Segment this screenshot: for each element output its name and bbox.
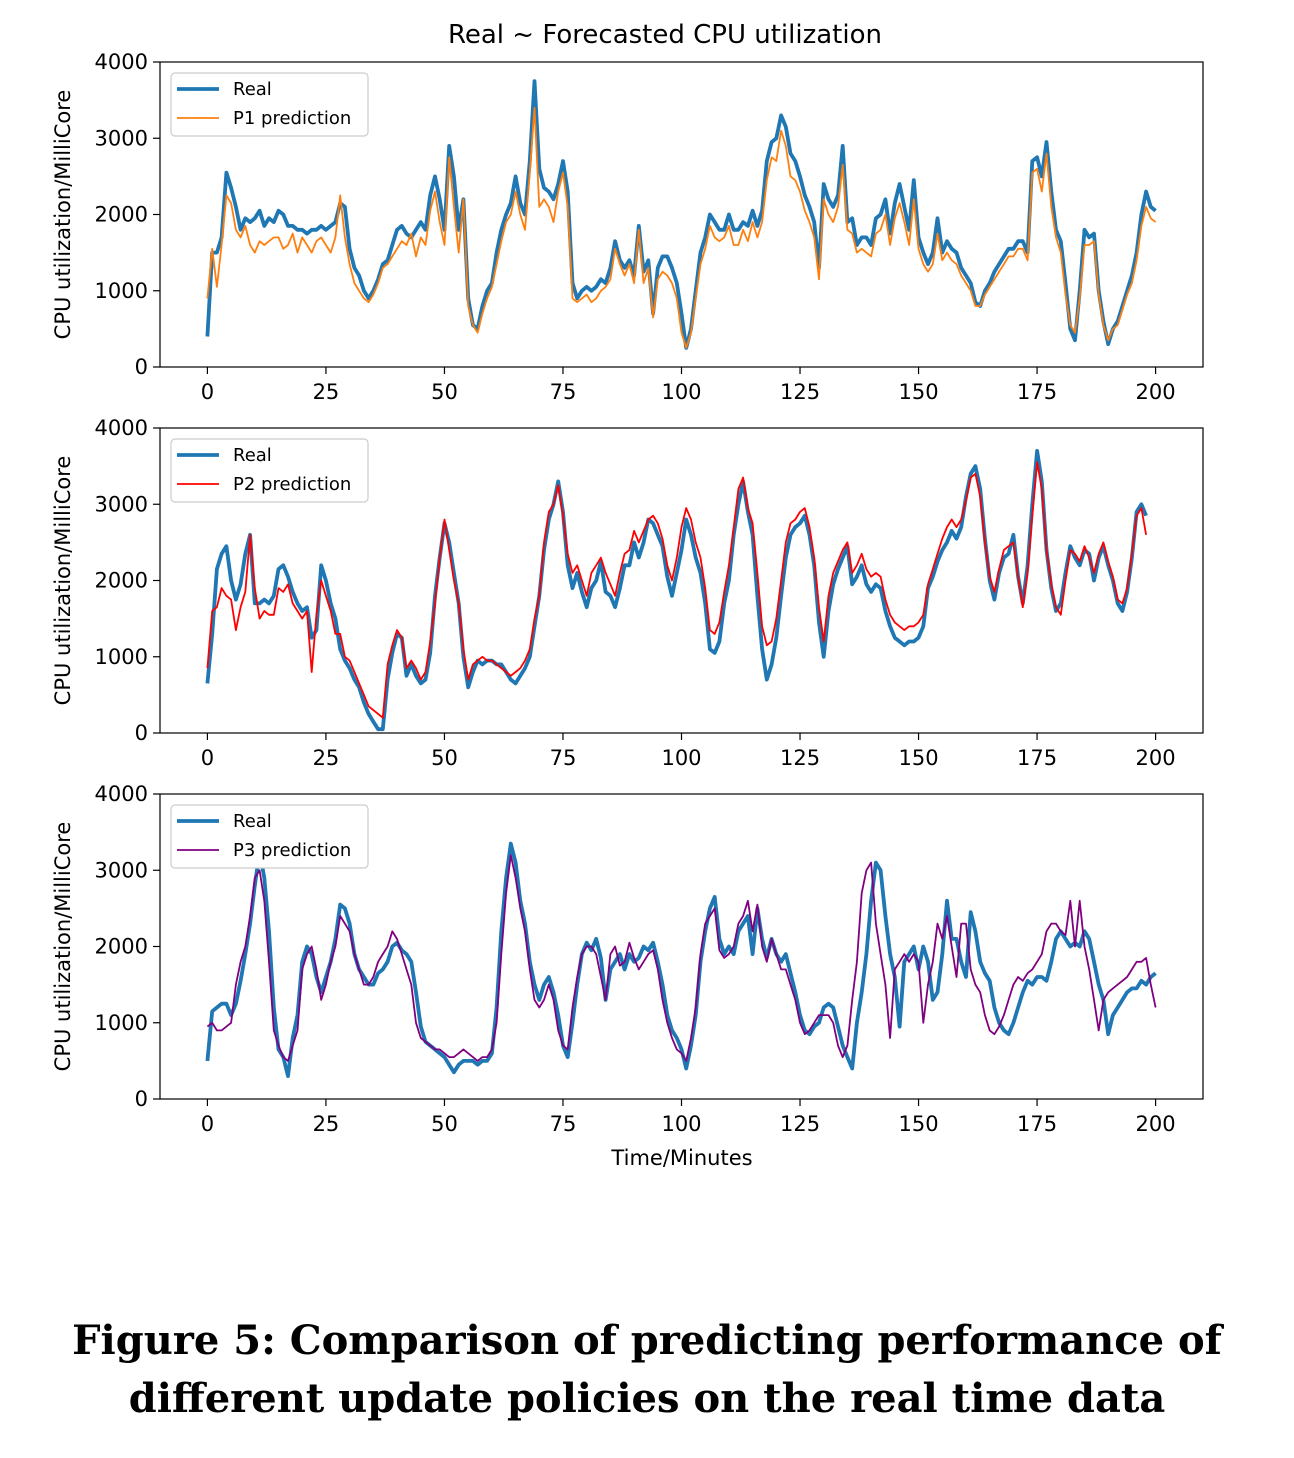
y-tick-label: 4000	[95, 50, 148, 74]
legend-label: Real	[233, 811, 272, 832]
y-tick-label: 0	[135, 1087, 148, 1111]
y-tick-label: 4000	[95, 416, 148, 440]
x-tick-label: 175	[1017, 380, 1057, 404]
series-line-prediction	[206, 854, 1157, 1062]
y-axis-label: CPU utilization/MilliCore	[51, 456, 75, 706]
legend-box	[170, 72, 369, 137]
x-tick-label: 125	[780, 380, 820, 404]
plot-frame	[159, 427, 1204, 734]
y-tick-label: 2000	[95, 569, 148, 593]
x-tick-label: 0	[201, 1112, 214, 1136]
legend-label: Real	[233, 79, 272, 100]
legend-label: Real	[233, 445, 272, 466]
x-axis-label: Time/Minutes	[610, 1146, 752, 1170]
x-tick-label: 175	[1017, 746, 1057, 770]
x-tick-label: 150	[898, 746, 938, 770]
x-tick-label: 25	[313, 1112, 340, 1136]
series-line-prediction	[206, 461, 1147, 719]
figure-canvas: Real ~ Forecasted CPU utilization 0 25 50 7…	[51, 20, 1204, 1170]
plot-frame	[159, 793, 1204, 1100]
y-tick-label: 3000	[95, 126, 148, 150]
legend: Real P1 prediction	[170, 72, 369, 137]
x-tick-label: 0	[201, 380, 214, 404]
plot-frame	[159, 61, 1204, 368]
y-tick-label: 1000	[95, 1011, 148, 1035]
legend-label: P2 prediction	[233, 474, 351, 495]
x-tick-label: 125	[780, 1112, 820, 1136]
y-tick-label: 3000	[95, 858, 148, 882]
x-tick-label: 100	[661, 1112, 701, 1136]
y-tick-label: 2000	[95, 203, 148, 227]
x-tick-label: 75	[550, 380, 577, 404]
x-tick-label: 25	[313, 746, 340, 770]
x-tick-label: 100	[661, 380, 701, 404]
x-tick-label: 200	[1136, 1112, 1176, 1136]
subplot-3: 0 25 50 75 100 125 150 175 20001000200030004000C…	[51, 782, 1204, 1136]
y-tick-label: 1000	[95, 645, 148, 669]
x-tick-label: 125	[780, 746, 820, 770]
series-line-real	[205, 448, 1148, 732]
legend-label: P3 prediction	[233, 840, 351, 861]
y-tick-label: 0	[135, 721, 148, 745]
subplot-1: 0 25 50 75 100 125 150 175 20001000200030004000C…	[51, 50, 1204, 404]
legend: Real P3 prediction	[170, 804, 369, 869]
x-tick-label: 0	[201, 746, 214, 770]
legend: Real P2 prediction	[170, 438, 369, 503]
x-tick-label: 50	[431, 380, 458, 404]
y-tick-label: 3000	[95, 492, 148, 516]
figure-caption: Figure 5: Comparison of predicting perfo…	[72, 1317, 1222, 1422]
series-line-prediction	[206, 106, 1157, 349]
x-tick-label: 75	[550, 1112, 577, 1136]
x-tick-label: 200	[1136, 380, 1176, 404]
subplot-2: 0 25 50 75 100 125 150 175 20001000200030004000C…	[51, 416, 1204, 770]
y-tick-label: 2000	[95, 935, 148, 959]
x-tick-label: 200	[1136, 746, 1176, 770]
subplots: 0 25 50 75 100 125 150 175 20001000200030004000C…	[51, 50, 1204, 1136]
legend-label: P1 prediction	[233, 108, 351, 129]
legend-box	[170, 438, 369, 503]
series-line-real	[205, 79, 1157, 350]
y-tick-label: 0	[135, 355, 148, 379]
x-tick-label: 100	[661, 746, 701, 770]
legend-box	[170, 804, 369, 869]
x-tick-label: 150	[898, 380, 938, 404]
chart-title: Real ~ Forecasted CPU utilization	[448, 20, 882, 50]
y-tick-label: 4000	[95, 782, 148, 806]
y-axis-label: CPU utilization/MilliCore	[51, 822, 75, 1072]
x-tick-label: 50	[431, 746, 458, 770]
x-tick-label: 175	[1017, 1112, 1057, 1136]
x-tick-label: 150	[898, 1112, 938, 1136]
y-axis-label: CPU utilization/MilliCore	[51, 90, 75, 340]
x-tick-label: 25	[313, 380, 340, 404]
series-line-real	[205, 841, 1157, 1078]
y-tick-label: 1000	[95, 279, 148, 303]
x-tick-label: 75	[550, 746, 577, 770]
x-tick-label: 50	[431, 1112, 458, 1136]
